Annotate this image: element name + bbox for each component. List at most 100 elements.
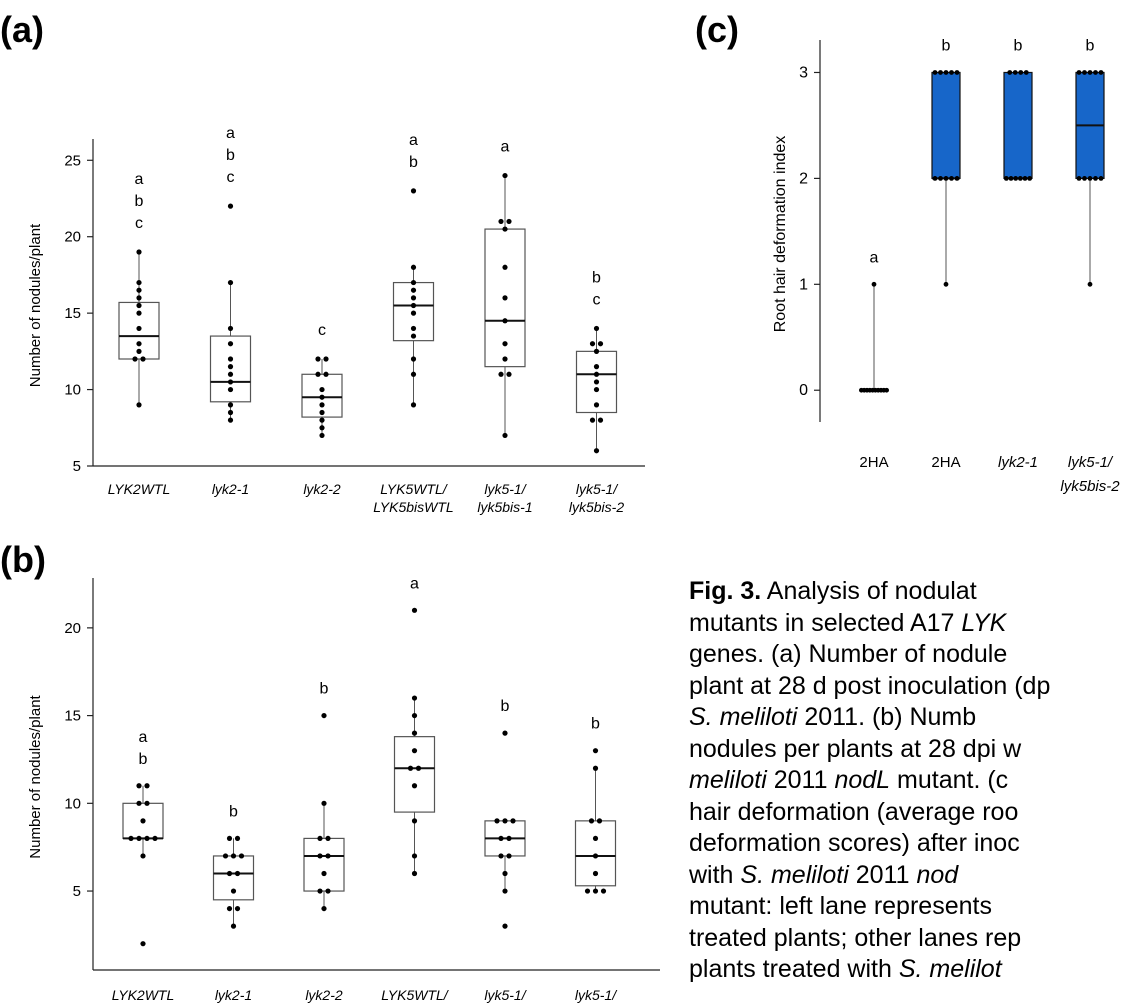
data-point	[140, 818, 146, 824]
data-point	[144, 800, 150, 806]
data-point	[325, 888, 331, 894]
data-point	[411, 870, 418, 877]
data-point	[321, 800, 327, 806]
data-point	[319, 432, 325, 439]
data-point	[593, 386, 600, 393]
category-label: lyk5-1/	[484, 987, 527, 1003]
data-point	[136, 783, 142, 789]
caption-line: plant at 28 d post inoculation (dp	[689, 671, 1132, 703]
significance-letter: a	[870, 249, 879, 266]
data-point	[132, 356, 138, 362]
data-point	[938, 175, 943, 181]
category-label: lyk5-1/	[1068, 454, 1114, 471]
data-point	[943, 175, 949, 181]
data-point	[1087, 281, 1093, 287]
data-point	[411, 695, 418, 701]
y-tick-label: 15	[64, 305, 81, 322]
y-tick-label: 20	[64, 620, 81, 637]
data-point	[592, 888, 599, 894]
y-axis-title: Number of nodules/plant	[27, 694, 44, 858]
data-point	[136, 835, 142, 842]
significance-letter: a	[501, 139, 510, 156]
category-label: LYK2WTL	[112, 987, 175, 1003]
caption-line: S. meliloti 2011. (b) Numb	[689, 702, 1132, 734]
significance-letter: b	[501, 698, 510, 715]
data-point	[325, 853, 331, 859]
data-point	[315, 356, 321, 362]
data-point	[226, 835, 233, 842]
data-point	[932, 175, 938, 181]
data-point	[502, 730, 508, 736]
data-point	[593, 402, 600, 408]
y-axis-title: Number of nodules/plant	[27, 223, 44, 387]
data-point	[410, 302, 417, 309]
caption-segment: Analysis of nodulat	[761, 577, 977, 605]
data-point	[592, 748, 599, 754]
y-tick-label: 1	[799, 276, 808, 293]
data-point	[593, 448, 600, 454]
data-point	[502, 923, 508, 929]
caption-segment: 2011	[848, 860, 917, 889]
data-point	[592, 853, 599, 859]
data-point	[230, 853, 237, 859]
data-point	[227, 341, 234, 347]
panel-label-a: (a)	[0, 9, 44, 50]
data-point	[321, 870, 327, 877]
data-point	[410, 295, 417, 301]
data-point	[506, 835, 512, 842]
caption-segment: mutant: left lane represents	[689, 892, 992, 920]
box-iqr	[301, 373, 343, 418]
data-point	[234, 835, 241, 842]
significance-letter: a	[139, 729, 148, 746]
data-point	[410, 279, 417, 286]
data-point	[234, 905, 241, 912]
data-point	[498, 371, 504, 377]
significance-letter: a	[410, 575, 419, 592]
data-point	[410, 287, 417, 293]
data-point	[411, 712, 418, 719]
data-point	[136, 295, 142, 301]
data-point	[1018, 70, 1024, 75]
data-point	[140, 853, 146, 859]
y-tick-label: 10	[64, 795, 81, 812]
data-point	[593, 325, 600, 332]
data-point	[319, 425, 325, 431]
data-point	[510, 818, 516, 824]
significance-letter: b	[942, 37, 951, 54]
category-label: lyk5bis-2	[1060, 478, 1120, 495]
data-point	[592, 835, 599, 842]
data-point	[128, 835, 134, 842]
data-point	[593, 364, 600, 370]
caption-line: mutants in selected A17 LYK	[689, 608, 1132, 640]
caption-segment: plants treated with	[689, 955, 899, 983]
data-point	[938, 70, 943, 75]
y-tick-label: 20	[64, 229, 81, 246]
data-point	[1076, 175, 1082, 181]
significance-letter: c	[135, 215, 143, 232]
data-point	[943, 70, 949, 75]
data-point	[949, 70, 954, 75]
significance-letter: b	[139, 751, 148, 768]
caption-segment: 2011. (b) Numb	[797, 703, 977, 731]
box-iqr	[393, 736, 436, 813]
caption-segment: LYK	[961, 608, 1007, 637]
data-point	[323, 371, 329, 377]
data-point	[226, 870, 233, 877]
data-point	[234, 870, 241, 877]
data-point	[136, 249, 142, 255]
data-point	[1082, 175, 1087, 181]
data-point	[227, 402, 234, 408]
data-point	[592, 765, 599, 771]
significance-letter: b	[409, 154, 418, 171]
box-iqr	[931, 71, 961, 179]
data-point	[136, 279, 142, 286]
data-point	[954, 70, 960, 75]
data-point	[411, 730, 418, 736]
data-point	[588, 818, 595, 824]
data-point	[230, 888, 237, 894]
category-label: LYK2WTL	[108, 481, 171, 497]
data-point	[593, 348, 600, 354]
data-point	[596, 818, 603, 824]
data-point	[410, 402, 417, 408]
